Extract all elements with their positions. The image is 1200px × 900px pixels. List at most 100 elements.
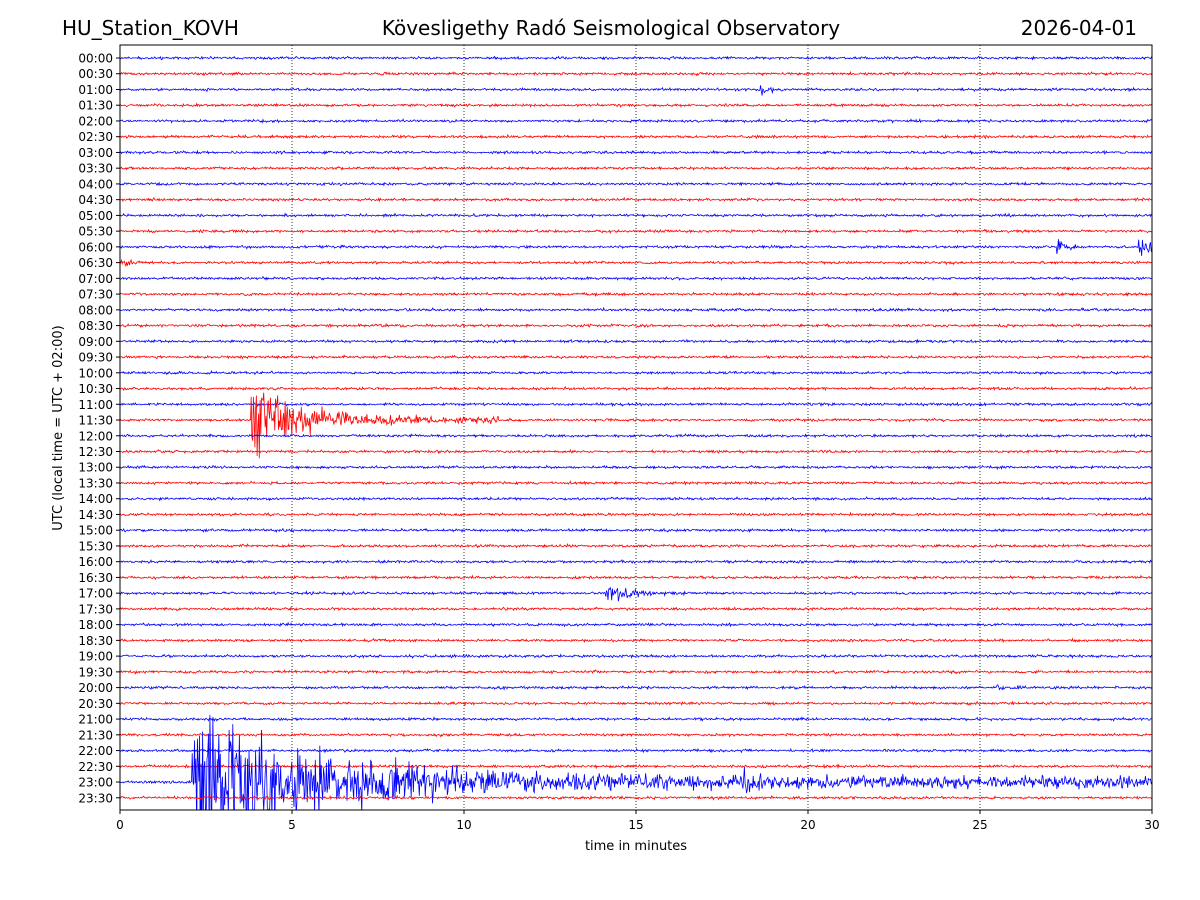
y-tick-label: 14:30 [78, 508, 113, 522]
trace-1400 [120, 496, 1152, 502]
y-tick-label: 01:00 [78, 83, 113, 97]
y-tick-label: 07:00 [78, 272, 113, 286]
y-tick-label: 16:00 [78, 555, 113, 569]
trace-0730 [120, 291, 1152, 298]
x-tick-label: 10 [456, 818, 471, 832]
x-tick-label: 30 [1144, 818, 1159, 832]
chart-date: 2026-04-01 [1021, 16, 1137, 40]
y-tick-label: 05:30 [78, 225, 113, 239]
y-tick-label: 21:30 [78, 728, 113, 742]
trace-2300 [120, 714, 1152, 810]
trace-1430 [120, 511, 1152, 517]
trace-1900 [120, 653, 1152, 659]
trace-0530 [120, 228, 1152, 235]
trace-2030 [120, 700, 1152, 707]
trace-1530 [120, 543, 1152, 549]
trace-0100 [120, 85, 1152, 96]
trace-1130 [120, 392, 1152, 459]
trace-1200 [120, 433, 1152, 439]
y-tick-label: 10:00 [78, 366, 113, 380]
trace-0200 [120, 118, 1152, 124]
trace-0600 [120, 239, 1152, 256]
y-tick-label: 02:00 [78, 114, 113, 128]
y-tick-label: 12:30 [78, 445, 113, 459]
y-tick-label: 04:00 [78, 177, 113, 191]
y-tick-label: 10:30 [78, 382, 113, 396]
trace-2000 [120, 684, 1152, 691]
trace-0230 [120, 133, 1152, 140]
y-tick-label: 13:30 [78, 476, 113, 490]
y-axis-label: UTC (local time = UTC + 02:00) [51, 325, 66, 530]
trace-0430 [120, 196, 1152, 203]
y-tick-label: 18:00 [78, 618, 113, 632]
trace-0000 [120, 55, 1152, 61]
y-tick-label: 01:30 [78, 99, 113, 113]
y-tick-label: 17:00 [78, 587, 113, 601]
seismogram-traces [120, 55, 1152, 810]
trace-0300 [120, 149, 1152, 156]
y-tick-label: 11:00 [78, 398, 113, 412]
trace-0330 [120, 165, 1152, 172]
y-tick-label: 08:00 [78, 303, 113, 317]
trace-1730 [120, 606, 1152, 612]
trace-0400 [120, 180, 1152, 187]
y-tick-label: 20:00 [78, 681, 113, 695]
x-tick-label: 15 [628, 818, 643, 832]
station-name: HU_Station_KOVH [62, 16, 239, 40]
y-tick-label: 15:00 [78, 524, 113, 538]
y-tick-label: 04:30 [78, 193, 113, 207]
y-tick-label: 06:00 [78, 240, 113, 254]
y-tick-label: 15:30 [78, 539, 113, 553]
y-tick-label: 00:00 [78, 52, 113, 66]
trace-1630 [120, 574, 1152, 581]
y-tick-label: 00:30 [78, 67, 113, 81]
y-tick-label: 07:30 [78, 288, 113, 302]
trace-0500 [120, 212, 1152, 219]
trace-1830 [120, 637, 1152, 644]
y-tick-label: 03:30 [78, 162, 113, 176]
trace-0900 [120, 338, 1152, 345]
y-tick-label: 08:30 [78, 319, 113, 333]
y-tick-label: 05:00 [78, 209, 113, 223]
y-tick-label: 20:30 [78, 697, 113, 711]
trace-1300 [120, 464, 1152, 471]
y-tick-label: 19:30 [78, 665, 113, 679]
x-tick-label: 25 [972, 818, 987, 832]
y-tick-label: 06:30 [78, 256, 113, 270]
y-tick-label: 11:30 [78, 414, 113, 428]
y-tick-label: 16:30 [78, 571, 113, 585]
trace-2100 [120, 716, 1152, 722]
y-tick-label: 02:30 [78, 130, 113, 144]
trace-0030 [120, 70, 1152, 77]
y-tick-label: 09:30 [78, 351, 113, 365]
trace-2130 [120, 732, 1152, 738]
trace-0930 [120, 354, 1152, 360]
trace-2200 [120, 747, 1152, 754]
trace-1000 [120, 369, 1152, 376]
y-tick-label: 18:30 [78, 634, 113, 648]
x-axis-label: time in minutes [585, 839, 687, 854]
y-tick-label: 09:00 [78, 335, 113, 349]
trace-1500 [120, 527, 1152, 534]
trace-1230 [120, 448, 1152, 455]
y-tick-label: 23:00 [78, 776, 113, 790]
x-axis-ticks: 0 5 10 15 20 25 30 [116, 810, 1160, 832]
trace-0630 [120, 258, 1152, 268]
trace-0130 [120, 102, 1152, 108]
trace-0830 [120, 322, 1152, 329]
trace-1100 [120, 401, 1152, 408]
y-tick-label: 22:00 [78, 744, 113, 758]
trace-1930 [120, 669, 1152, 675]
x-tick-label: 0 [116, 818, 124, 832]
y-tick-label: 03:00 [78, 146, 113, 160]
vertical-gridlines [291, 45, 981, 810]
y-tick-label: 22:30 [78, 760, 113, 774]
trace-1600 [120, 558, 1152, 565]
x-tick-label: 20 [800, 818, 815, 832]
y-tick-label: 12:00 [78, 429, 113, 443]
y-tick-label: 21:00 [78, 713, 113, 727]
trace-1330 [120, 480, 1152, 486]
chart-title: Kövesligethy Radó Seismological Observat… [382, 16, 840, 40]
